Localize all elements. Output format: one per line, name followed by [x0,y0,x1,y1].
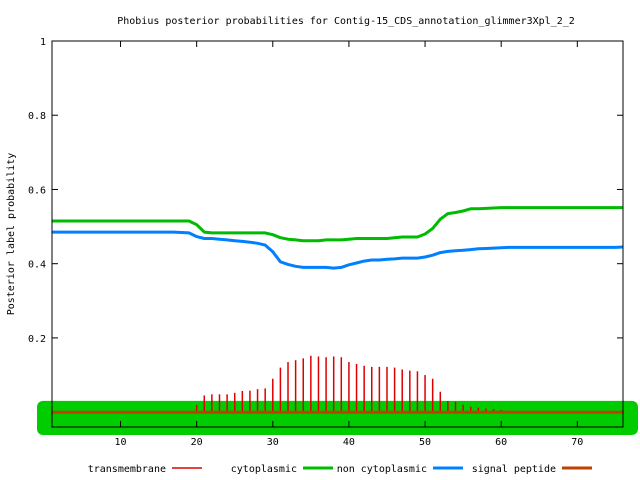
legend-label-non-cytoplasmic: non cytoplasmic [337,464,427,475]
y-tick-label: 0.8 [28,111,46,122]
y-tick-label: 0.4 [28,260,46,271]
x-tick-label: 50 [419,437,431,448]
x-tick-label: 60 [495,437,507,448]
membrane-band-layer [37,400,638,435]
x-tick-label: 40 [343,437,355,448]
axes: 10 20 30 40 50 60 70 0.2 0.4 0.6 0.8 1 [28,37,624,448]
y-tick-label: 0.6 [28,185,46,196]
chart-title: Phobius posterior probabilities for Cont… [117,16,575,27]
y-tick-label: 1 [40,37,46,48]
x-tick-label: 10 [114,437,126,448]
membrane-band [37,400,638,435]
legend: transmembrane cytoplasmic non cytoplasmic s… [88,464,592,475]
plot-area [52,206,624,414]
legend-label-cytoplasmic: cytoplasmic [231,464,297,475]
legend-label-signal-peptide: signal peptide [472,464,556,475]
x-tick-label: 20 [191,437,203,448]
non-cytoplasmic-line [52,230,624,270]
x-tick-label: 70 [571,437,583,448]
plot-frame [51,40,624,428]
legend-label-transmembrane: transmembrane [88,464,166,475]
x-tick-label: 30 [267,437,279,448]
y-tick-label: 0.2 [28,334,46,345]
cytoplasmic-line [52,206,623,243]
y-axis-label: Posterior label probability [6,153,17,316]
